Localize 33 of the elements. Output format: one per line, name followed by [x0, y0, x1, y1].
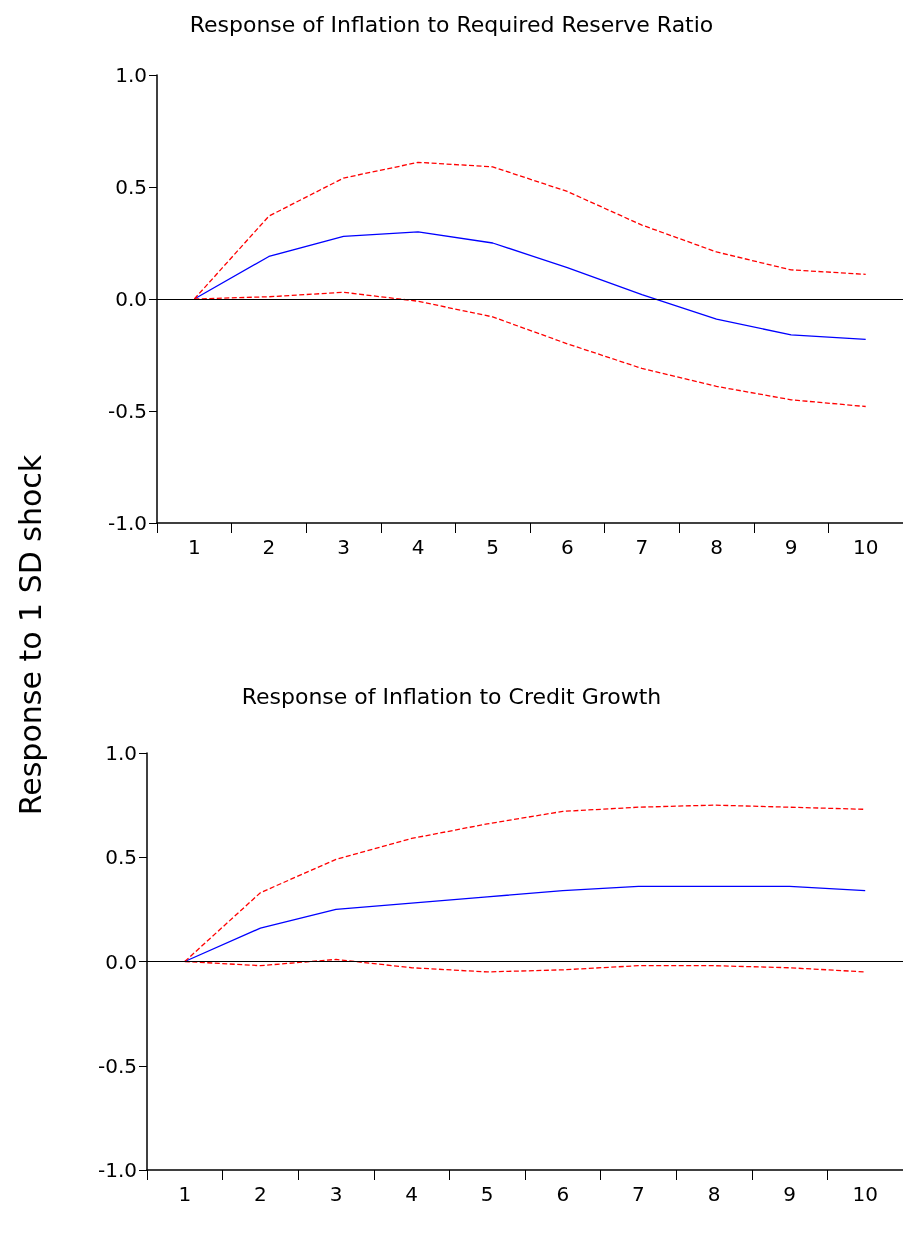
x-tick-label: 5 — [486, 535, 500, 559]
y-tick-label: -1.0 — [107, 511, 147, 535]
y-tick-label: 0.5 — [105, 845, 137, 870]
x-tick-label: 3 — [329, 1182, 343, 1206]
y-tick-label: 0.0 — [105, 949, 137, 974]
x-tick-label: 6 — [560, 535, 574, 559]
y-axis-title: Response to 1 SD shock — [12, 454, 48, 816]
x-tick-label: 9 — [784, 535, 798, 559]
x-tick-label: 4 — [405, 1182, 418, 1206]
x-tick-label: 2 — [262, 535, 276, 559]
y-tick-label: 1.0 — [115, 63, 147, 87]
y-tick-label: -0.5 — [107, 399, 147, 423]
y-tick-label: 0.0 — [115, 287, 147, 311]
y-tick-label: 0.5 — [115, 175, 147, 199]
x-tick-label: 8 — [710, 535, 723, 559]
y-tick-label: 1.0 — [105, 741, 137, 765]
x-tick-label: 8 — [707, 1182, 721, 1206]
chart-title: Response of Inflation to Credit Growth — [241, 683, 662, 709]
x-tick-label: 1 — [187, 535, 201, 559]
x-tick-label: 9 — [783, 1182, 796, 1206]
x-tick-label: 2 — [254, 1182, 267, 1206]
chart-title: Response of Inflation to Required Reserve Ratio — [189, 11, 714, 37]
x-tick-label: 6 — [556, 1182, 570, 1206]
y-tick-label: -1.0 — [97, 1158, 137, 1182]
x-tick-label: 10 — [852, 535, 879, 559]
x-tick-label: 3 — [337, 535, 350, 559]
y-tick-label: -0.5 — [97, 1053, 137, 1078]
x-tick-label: 10 — [852, 1182, 878, 1206]
x-tick-label: 1 — [178, 1182, 192, 1206]
x-tick-label: 4 — [411, 535, 425, 559]
x-tick-label: 7 — [635, 535, 649, 559]
x-tick-label: 5 — [480, 1182, 494, 1206]
x-tick-label: 7 — [632, 1182, 645, 1206]
